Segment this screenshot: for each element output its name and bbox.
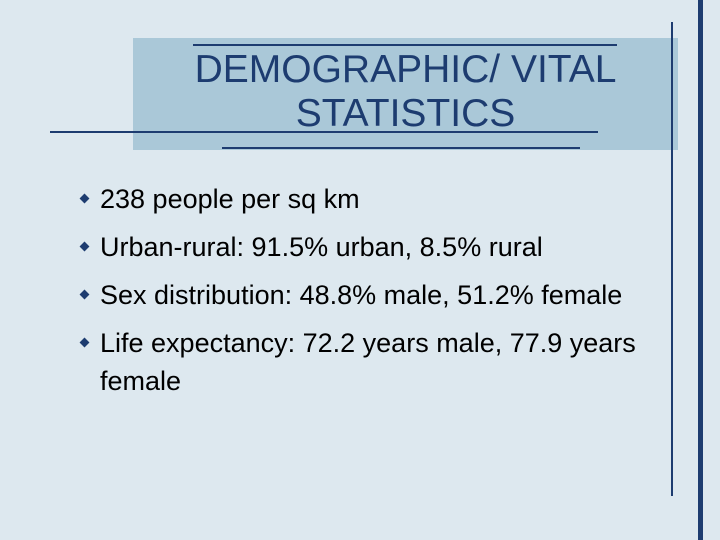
title-line: STATISTICS: [295, 92, 516, 135]
bullet-item: Life expectancy: 72.2 years male, 77.9 y…: [78, 324, 658, 400]
rule: [222, 147, 580, 149]
bullet-item: Urban-rural: 91.5% urban, 8.5% rural: [78, 228, 658, 266]
vertical-rule: [671, 22, 673, 496]
rule: [193, 44, 617, 46]
bullet-list: 238 people per sq km Urban-rural: 91.5% u…: [78, 180, 658, 410]
title-line: DEMOGRAPHIC/ VITAL: [194, 48, 617, 91]
bullet-item: Sex distribution: 48.8% male, 51.2% fema…: [78, 276, 658, 314]
rule: [50, 131, 598, 133]
bullet-item: 238 people per sq km: [78, 180, 658, 218]
vertical-bar: [698, 0, 703, 540]
